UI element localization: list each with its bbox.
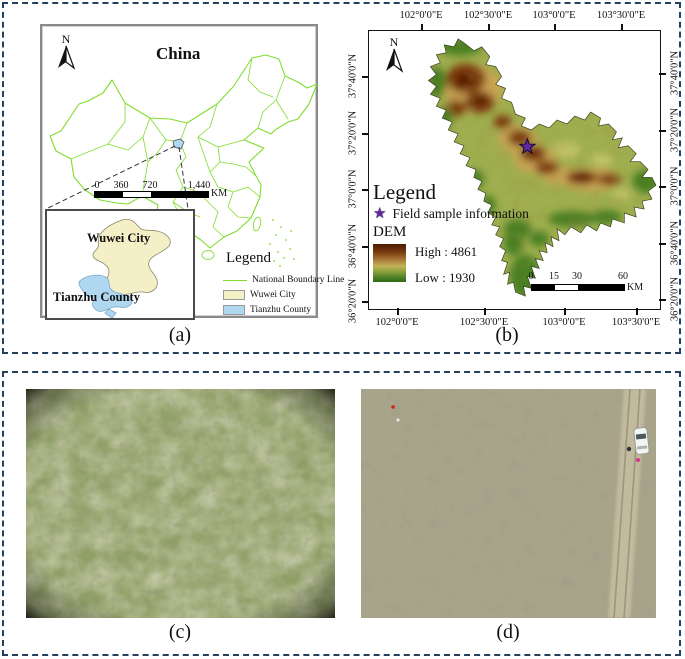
- pink-marker-dot: [636, 458, 640, 462]
- wuwei-city-shape: [92, 218, 171, 295]
- dem-low-label: Low : 1930: [415, 270, 475, 285]
- panel-d-label: (d): [496, 621, 520, 643]
- china-map-graphic: [45, 54, 318, 267]
- legend-title: Legend: [373, 180, 436, 204]
- panel-b-dem-map: N 102°0'0"E 102°30'0"E 103°0'0"E 103°30'…: [348, 10, 681, 328]
- inset-map-wuwei: Wuwei City Tianzhu County: [45, 209, 195, 320]
- lat-label: 37°0'0"N: [347, 169, 359, 209]
- lat-label: 37°0'0"N: [669, 166, 681, 206]
- lat-label: 36°20'0"N: [347, 278, 359, 324]
- scalebar-unit: KM: [211, 188, 228, 199]
- vehicle: [633, 427, 650, 455]
- lat-label: 37°40'0"N: [669, 50, 681, 96]
- scalebar-tick-label: 360: [113, 180, 129, 191]
- lon-label: 103°30'0"E: [596, 10, 646, 21]
- lon-label: 102°0'0"E: [375, 317, 419, 328]
- legend-item-boundary: National Boundary Line: [223, 273, 344, 287]
- panel-d-aerial-photo: [361, 389, 656, 618]
- lat-label: 37°40'0"N: [347, 53, 359, 99]
- panel-c-aerial-photo: [26, 389, 335, 618]
- dem-ramp-gradient: [373, 244, 406, 282]
- scalebar-bar: [94, 191, 209, 198]
- scalebar-tick-label: 0: [94, 180, 100, 191]
- wuwei-fill-swatch: [223, 290, 245, 300]
- scalebar-b: 0 15 30 60 KM: [519, 271, 659, 297]
- lon-label: 103°0'0"E: [532, 10, 576, 21]
- inset-shapes: [78, 218, 171, 319]
- map-title: China: [156, 44, 201, 63]
- lat-label: 37°20'0"N: [669, 107, 681, 153]
- lon-label: 102°30'0"E: [463, 10, 513, 21]
- scalebar-tick-label: 1,440: [187, 180, 211, 191]
- scalebar-unit: KM: [627, 282, 644, 293]
- north-arrow-icon: N: [58, 32, 76, 70]
- dem-high-label: High : 4861: [415, 244, 478, 259]
- bottom-dashed-box: [2, 371, 681, 656]
- dem-heading: DEM: [373, 224, 407, 240]
- panel-a-china-map: N China 0 360 720 1,440 KM Wuwe: [40, 24, 344, 320]
- panel-b-label: (b): [495, 324, 519, 346]
- field-sample-star-marker: [518, 137, 537, 155]
- north-arrow-icon: N: [386, 35, 404, 73]
- scalebar-a: 0 360 720 1,440 KM: [87, 180, 287, 206]
- lon-label: 103°0'0"E: [542, 317, 586, 328]
- panel-c-label: (c): [168, 621, 192, 643]
- panel-a-label: (a): [168, 324, 192, 346]
- legend-b: Legend ★ Field sample information DEM Hi…: [373, 181, 529, 286]
- boundary-line-swatch: [223, 279, 247, 281]
- star-icon: ★: [373, 205, 387, 222]
- inset-connector-line: [178, 146, 189, 210]
- tianzhu-fill-swatch: [223, 305, 245, 315]
- dem-color-ramp: High : 4861 Low : 1930: [373, 244, 493, 286]
- legend-item-field-sample: ★ Field sample information: [373, 205, 529, 222]
- scalebar-tick-label: 0: [528, 271, 534, 282]
- lat-label: 36°40'0"N: [669, 220, 681, 266]
- tianzhu-county-shape: [78, 274, 133, 312]
- scalebar-tick-label: 30: [572, 271, 582, 282]
- north-letter: N: [62, 32, 71, 46]
- top-dashed-box: [2, 2, 681, 354]
- north-letter: N: [390, 35, 399, 49]
- scalebar-tick-label: 60: [618, 271, 628, 282]
- dem-terrain-graphic: [427, 38, 657, 297]
- legend-a: Legend National Boundary Line Wuwei City…: [223, 250, 344, 318]
- legend-title: Legend: [226, 250, 271, 266]
- lon-label: 102°30'0"E: [459, 317, 509, 328]
- legend-item-tianzhu: Tianzhu County: [223, 303, 319, 317]
- lat-label: 36°20'0"N: [669, 276, 681, 322]
- scalebar-tick-label: 720: [142, 180, 158, 191]
- inset-wuwei-label: Wuwei City: [87, 231, 151, 245]
- lat-label: 37°20'0"N: [347, 110, 359, 156]
- lon-label: 103°30'0"E: [611, 317, 661, 328]
- scalebar-bar: [531, 284, 625, 291]
- inset-tianzhu-label: Tianzhu County: [53, 290, 140, 304]
- photo-vignette: [26, 389, 335, 618]
- scalebar-tick-label: 15: [549, 271, 559, 282]
- white-marker-dot: [396, 418, 400, 422]
- person-dot: [626, 446, 632, 452]
- red-marker-dot: [391, 405, 395, 409]
- lon-label: 102°0'0"E: [399, 10, 443, 21]
- lat-label: 36°40'0"N: [347, 223, 359, 269]
- study-area-spot: [172, 138, 185, 150]
- legend-item-wuwei: Wuwei City: [223, 288, 319, 302]
